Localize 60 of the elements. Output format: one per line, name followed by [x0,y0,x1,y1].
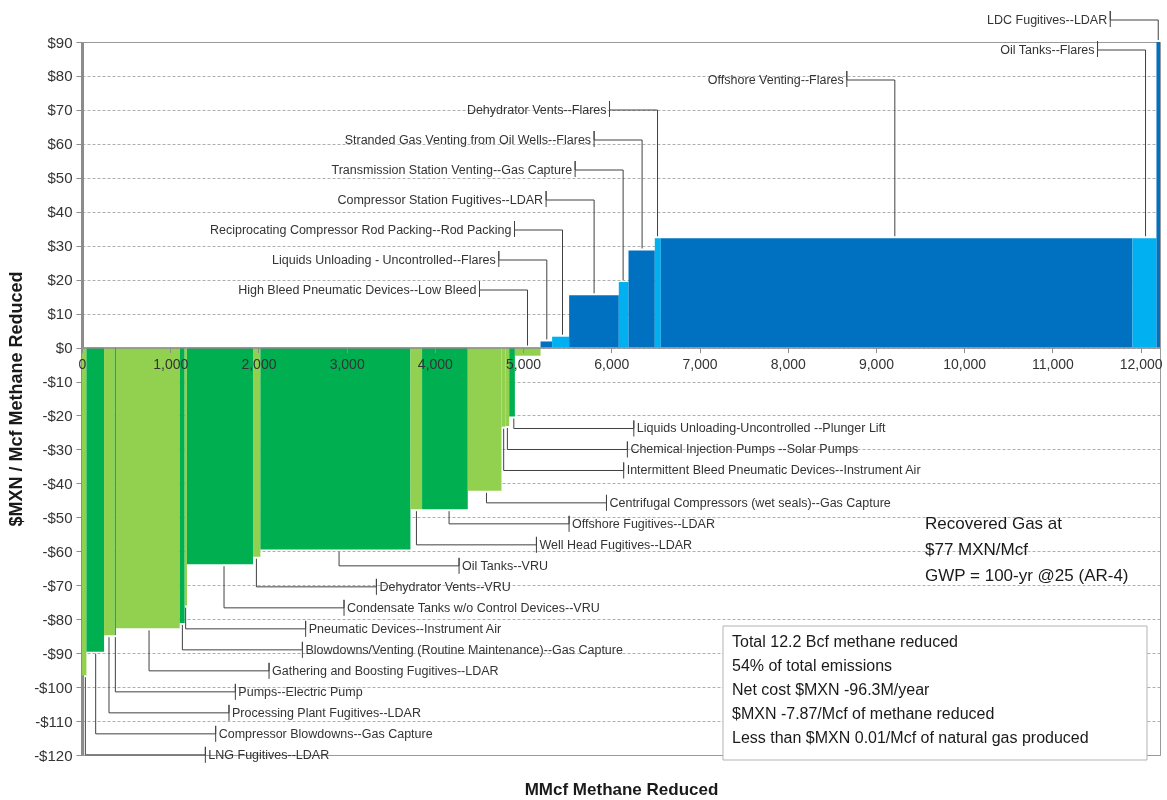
annotation: Compressor Station Fugitives--LDAR [337,193,544,207]
y-tick-label: -$60 [42,542,73,560]
y-tick-label: $60 [47,135,73,153]
annotation: Dehydrator Vents--VRU [379,579,511,594]
y-tick-label: -$80 [42,610,73,628]
y-tick-label: $40 [47,203,73,221]
x-tick-label: 9,000 [858,356,895,373]
annotation: LNG Fugitives--LDAR [208,747,330,762]
annotation: Reciprocating Compressor Rod Packing--Rod Packing [209,223,512,237]
annotation: Well Head Fugitives--LDAR [539,537,693,552]
y-tick-label: $70 [47,101,73,119]
annotation: Pneumatic Devices--Instrument Air [308,621,502,636]
y-tick-label: $80 [47,67,73,85]
annotation: Intermittent Bleed Pneumatic Devices--Instrument Air [626,463,921,478]
y-tick-label: -$50 [42,508,73,526]
y-tick-label: -$20 [42,406,73,424]
y-tick-label: -$120 [34,746,73,764]
annotation: Compressor Blowdowns--Gas Capture [218,726,433,741]
annotation: Total 12.2 Bcf methane reduced 54% of total emissions Net cost $MXN -96.3M/year $MXN -7.87/Mcf of methane reduced Less than $MXN 0.01/Mcf of natural gas produced [732,633,1089,746]
y-tick-label: $50 [47,169,73,187]
annotation: Stranded Gas Venting from Oil Wells--Flares [344,133,592,147]
annotation: Oil Tanks--VRU [462,558,548,573]
x-tick-label: 10,000 [943,356,987,373]
annotation: Liquids Unloading-Uncontrolled --Plunger Lift [636,421,887,436]
x-tick-label: 7,000 [682,356,718,373]
annotation: Blowdowns/Venting (Routine Maintenance)--Gas Capture [305,642,623,657]
annotation: High Bleed Pneumatic Devices--Low Bleed [238,283,477,297]
annotation: Pumps--Electric Pump [238,684,363,699]
annotation: Transmission Station Venting--Gas Capture [331,163,573,177]
y-tick-label: -$40 [42,474,73,492]
annotation: Processing Plant Fugitives--LDAR [231,705,421,720]
annotation: Liquids Unloading - Uncontrolled--Flares [272,253,496,267]
x-tick-label: 8,000 [770,356,806,373]
x-axis-title: MMcf Methane Reduced [524,779,719,799]
y-tick-label: $30 [47,237,73,255]
y-tick-label: $0 [55,339,73,357]
annotation: Gathering and Boosting Fugitives--LDAR [272,663,499,678]
x-tick-label: 12,000 [1119,356,1163,373]
y-tick-label: -$10 [42,373,73,391]
y-tick-label: -$110 [35,712,73,730]
y-axis-title: $MXN / Mcf Methane Reduced [6,271,27,527]
x-tick-label: 3,000 [329,356,365,373]
annotation: LDC Fugitives--LDAR [987,13,1108,27]
annotation: Dehydrator Vents--Flares [466,103,607,117]
y-tick-label: -$70 [42,576,73,594]
annotation: Offshore Venting--Flares [707,73,844,87]
y-tick-label: -$30 [42,440,73,458]
annotation: Chemical Injection Pumps --Solar Pumps [630,442,859,457]
y-tick-label: $10 [47,305,73,323]
annotation: Oil Tanks--Flares [1000,43,1095,57]
x-tick-label: 11,000 [1031,356,1074,373]
annotation: Condensate Tanks w/o Control Devices--VRU [347,600,600,615]
annotation: Recovered Gas at $77 MXN/Mcf GWP = 100-yr @25 (AR-4) [925,514,1129,585]
annotation: Centrifugal Compressors (wet seals)--Gas Capture [609,495,891,510]
y-tick-label: -$90 [42,644,73,662]
x-tick-label: 6,000 [594,356,630,373]
y-tick-label: $20 [47,271,73,289]
y-tick-label: $90 [47,33,73,51]
y-tick-label: -$100 [34,678,73,696]
annotation: Offshore Fugitives--LDAR [572,516,715,531]
